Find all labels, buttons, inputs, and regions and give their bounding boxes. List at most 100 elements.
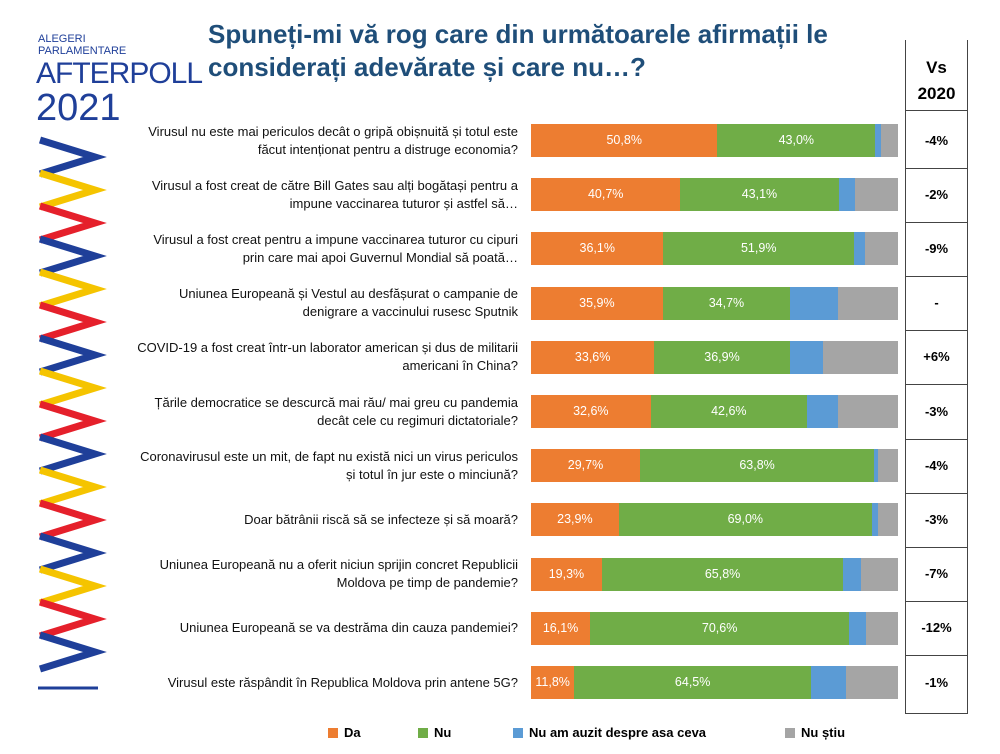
value-label: 19,3%	[548, 566, 585, 581]
value-label: 36,9%	[704, 349, 740, 364]
category-label: Uniunea Europeană nu a oferit niciun spr…	[159, 557, 518, 591]
value-label: 43,1%	[741, 187, 778, 202]
bar-segment	[531, 666, 575, 699]
bar-segment	[654, 340, 790, 374]
bar-segment	[531, 449, 640, 483]
value-label: 16,1%	[542, 620, 579, 635]
bar-segment	[601, 557, 844, 591]
category-label: Țările democratice se descurcă mai rău/ …	[154, 394, 518, 428]
bar-segment	[843, 557, 862, 591]
value-label: 70,6%	[701, 620, 738, 635]
legend-swatch	[513, 728, 523, 738]
bar-segment	[574, 666, 811, 699]
comparison-value: -9%	[905, 222, 968, 277]
value-label: 63,8%	[739, 458, 775, 473]
legend-item: Nu	[418, 725, 451, 741]
comparison-value: +6%	[905, 330, 968, 386]
value-label: 42,6%	[711, 404, 747, 418]
category-label: Virusul este răspândit în Republica Mold…	[167, 674, 518, 690]
category-label: Virusul a fost creat pentru a impune vac…	[153, 231, 518, 265]
logo-brand: AFTERPOLL	[36, 57, 203, 90]
comparison-value: -	[905, 276, 968, 332]
bar-segment	[875, 124, 882, 157]
category-label: Coronavirusul este un mit, de fapt nu ex…	[140, 448, 518, 482]
value-label: 36,1%	[579, 241, 615, 256]
bar-segment	[531, 503, 619, 537]
bar-segment	[531, 611, 591, 645]
comparison-value: -12%	[905, 601, 968, 657]
bar-segment	[871, 503, 878, 537]
bar-segment	[531, 124, 718, 157]
value-label: 43,0%	[778, 133, 815, 147]
value-label: 35,9%	[579, 295, 615, 310]
bar-segment	[531, 395, 651, 428]
bar-segment	[639, 449, 875, 483]
value-label: 33,6%	[574, 349, 611, 364]
bar-segment	[662, 286, 791, 320]
category-label: Uniunea Europeană și Vestul au desfășura…	[179, 286, 518, 320]
bar-segment	[837, 395, 898, 428]
bar-segment	[789, 340, 823, 374]
category-label: Doar bătrânii riscă să se infecteze și s…	[244, 511, 518, 527]
bar-segment	[618, 503, 872, 537]
legend-label: Nu	[434, 725, 452, 740]
bar-segment	[717, 124, 876, 157]
value-label: 34,7%	[708, 295, 745, 310]
comparison-value: -1%	[924, 674, 949, 690]
bar-segment	[838, 286, 898, 320]
value-label: 23,9%	[557, 512, 593, 527]
legend-item: Nu știu	[785, 725, 845, 741]
bar-segment	[881, 124, 898, 157]
comparison-value: -2%	[905, 168, 968, 223]
legend-label: Da	[344, 725, 361, 740]
bar-segment	[866, 611, 898, 645]
comparison-value: -4%	[905, 439, 968, 494]
legend-item: Nu am auzit despre asa ceva	[513, 725, 706, 741]
bar-segment	[650, 395, 807, 428]
legend-swatch	[418, 728, 428, 738]
value-label: 40,7%	[587, 187, 624, 202]
value-label: 65,8%	[704, 566, 741, 581]
chart-title: Spuneți-mi vă rog care din următoarele a…	[208, 19, 828, 82]
comparison-header-2: 2020	[905, 82, 968, 111]
bar-segment	[849, 611, 867, 645]
bar-segment	[853, 232, 865, 266]
bar-segment	[877, 503, 898, 537]
category-label: Uniunea Europeană se va destrăma din cau…	[179, 620, 518, 636]
bar-segment	[663, 232, 854, 266]
comparison-value: -4%	[905, 114, 968, 169]
bar-segment	[845, 666, 898, 699]
category-label: COVID-19 a fost creat într-un laborator …	[137, 340, 518, 374]
logo-line1: ALEGERI	[38, 33, 86, 45]
value-label: 29,7%	[567, 458, 604, 473]
legend-label: Nu am auzit despre asa ceva	[529, 725, 707, 740]
comparison-header-1: Vs	[926, 58, 947, 77]
value-label: 32,6%	[573, 404, 609, 418]
value-label: 69,0%	[727, 512, 764, 527]
bar-segment	[822, 340, 898, 374]
bar-segment	[531, 232, 664, 266]
bar-segment	[874, 449, 878, 483]
category-label: Virusul nu este mai periculos decât o gr…	[148, 123, 518, 157]
logo-year: 2021	[36, 87, 121, 129]
legend-label: Nu știu	[801, 725, 846, 740]
value-label: 50,8%	[606, 133, 642, 147]
comparison-value: -3%	[905, 493, 968, 548]
bar-segment	[790, 286, 839, 320]
legend-swatch	[785, 728, 795, 738]
bar-segment	[590, 611, 850, 645]
bar-segment	[531, 340, 655, 374]
category-label: Virusul a fost creat de către Bill Gates…	[151, 177, 518, 211]
bar-segment	[531, 557, 602, 591]
comparison-box	[905, 40, 968, 714]
bar-segment	[811, 666, 846, 699]
bar-segment	[531, 286, 663, 320]
bar-segment	[861, 557, 898, 591]
bar-segment	[531, 178, 681, 212]
bar-segment	[806, 395, 838, 428]
logo-line2: PARLAMENTARE	[38, 45, 127, 57]
bar-segment	[838, 178, 856, 212]
legend-item: Da	[328, 725, 361, 741]
comparison-value: -7%	[905, 547, 968, 603]
